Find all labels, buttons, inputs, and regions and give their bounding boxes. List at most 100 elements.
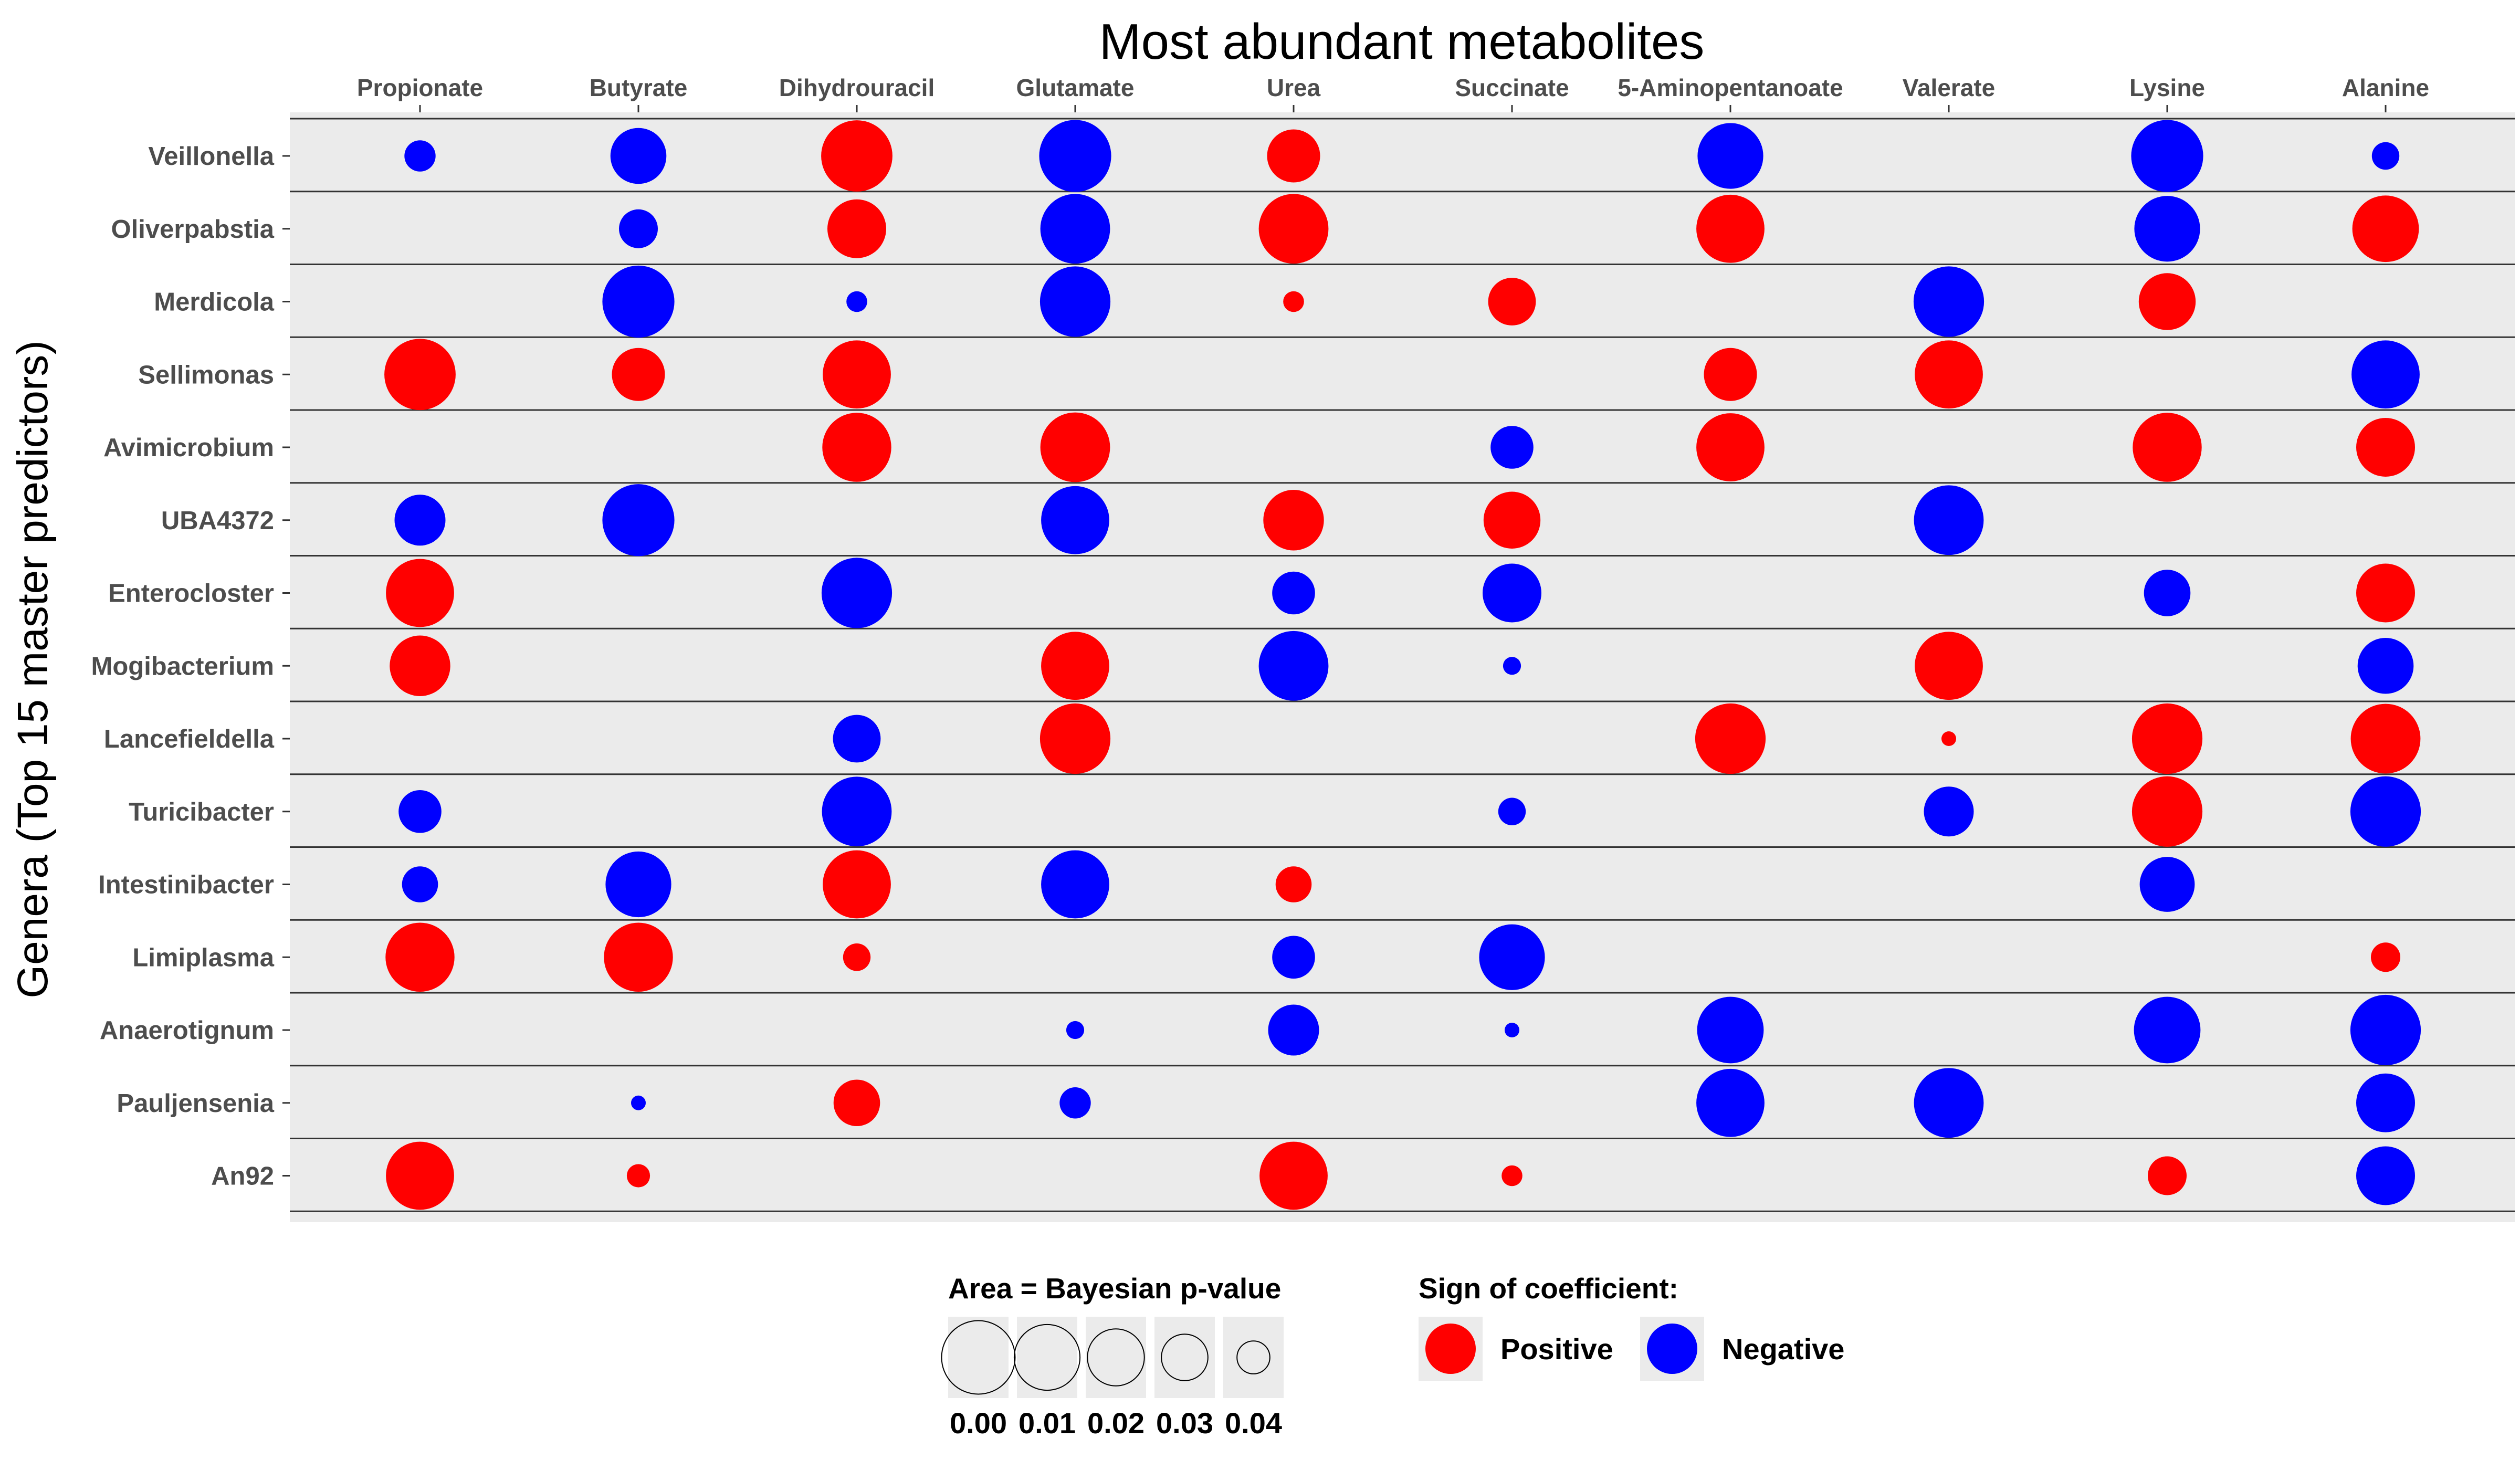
- row-label: Mogibacterium: [91, 652, 274, 680]
- bubble: [1697, 123, 1763, 189]
- bubble: [1066, 1021, 1085, 1040]
- bubble: [2356, 1073, 2415, 1132]
- y-axis-title: Genera (Top 15 master predictors): [9, 340, 57, 998]
- bubble: [833, 715, 881, 763]
- bubble: [610, 128, 667, 184]
- column-label: Urea: [1267, 74, 1321, 101]
- bubble: [398, 790, 442, 833]
- size-legend-label: 0.03: [1156, 1406, 1213, 1440]
- size-legend-key: [1154, 1317, 1215, 1398]
- size-legend-key: [1223, 1317, 1284, 1398]
- row-label: Lancefieldella: [104, 725, 275, 753]
- bubble: [612, 348, 665, 401]
- bubble: [2350, 994, 2421, 1066]
- bubble: [2357, 637, 2414, 694]
- column-label: 5-Aminopentanoate: [1618, 74, 1843, 101]
- bubble: [1258, 194, 1329, 264]
- bubble: [843, 943, 871, 971]
- size-legend-circle: [1013, 1324, 1081, 1391]
- bubble: [1040, 703, 1111, 774]
- bubble: [384, 339, 456, 411]
- color-legend-dot: [1647, 1324, 1697, 1374]
- bubble: [2134, 196, 2200, 262]
- bubble: [1483, 563, 1541, 623]
- bubble: [2371, 142, 2400, 170]
- bubble: [1914, 485, 1984, 555]
- bubble: [1479, 924, 1545, 990]
- size-legend-title: Area = Bayesian p-value: [948, 1272, 1281, 1305]
- row-label: UBA4372: [161, 507, 274, 535]
- bubble: [605, 851, 671, 918]
- bubble: [1041, 850, 1109, 919]
- bubble: [386, 559, 454, 627]
- bubble: [2139, 857, 2195, 912]
- size-legend-circle: [941, 1320, 1016, 1395]
- bubble: [1272, 936, 1315, 979]
- bubble: [1041, 486, 1109, 554]
- bubble: [823, 850, 891, 919]
- bubble: [1914, 1068, 1984, 1138]
- bubble: [1696, 1068, 1765, 1137]
- row-label: Veillonella: [148, 142, 274, 171]
- bubble: [390, 635, 450, 696]
- bubble: [833, 1079, 880, 1127]
- bubble: [821, 558, 892, 628]
- size-legend-label: 0.04: [1225, 1406, 1282, 1440]
- bubble: [1040, 266, 1111, 337]
- bubble: [602, 484, 675, 556]
- row-label: Oliverpabstia: [111, 215, 275, 244]
- color-legend-dot: [1425, 1324, 1476, 1374]
- bubble: [1483, 491, 1541, 549]
- bubble: [1041, 632, 1109, 700]
- row-label: Avimicrobium: [103, 434, 274, 462]
- bubble: [2131, 120, 2203, 192]
- bubble: [1505, 1023, 1519, 1037]
- bubble: [1039, 120, 1111, 192]
- row-label: Turicibacter: [129, 798, 274, 826]
- row-label: Pauljensenia: [117, 1089, 274, 1118]
- bubble: [2356, 1146, 2415, 1205]
- column-label: Butyrate: [590, 74, 688, 101]
- row-label: Merdicola: [154, 288, 274, 317]
- row-label: An92: [211, 1162, 274, 1191]
- bubble: [2144, 570, 2191, 616]
- row-bands: [290, 118, 2515, 1212]
- color-legend: Sign of coefficient: Positive Negative: [1419, 1272, 1844, 1381]
- bubble: [2352, 195, 2419, 262]
- bubble: [1040, 412, 1110, 482]
- bubble: [386, 1141, 454, 1210]
- bubble: [1913, 266, 1984, 337]
- bubble: [2134, 996, 2201, 1064]
- column-label: Glutamate: [1016, 74, 1135, 101]
- bubble: [1272, 571, 1315, 615]
- color-legend-label: Positive: [1500, 1332, 1613, 1366]
- row-label: Anaerotignum: [100, 1016, 274, 1045]
- bubble: [1498, 797, 1526, 825]
- chart-title: Most abundant metabolites: [1099, 14, 1705, 70]
- size-legend-circle: [1161, 1334, 1209, 1381]
- row-label: Sellimonas: [138, 361, 274, 389]
- bubble: [604, 922, 673, 992]
- bubble: [846, 291, 867, 312]
- bubble: [2356, 563, 2415, 623]
- bubble: [2356, 418, 2415, 477]
- column-label: Succinate: [1455, 74, 1569, 101]
- size-legend: Area = Bayesian p-value 0.00 0.01 0.02 0.03…: [941, 1272, 1284, 1440]
- bubble: [1258, 631, 1329, 701]
- bubble: [1488, 278, 1536, 326]
- row-labels: Veillonella Oliverpabstia Merdicola Sellimo…: [91, 142, 290, 1191]
- bubble: [1697, 996, 1764, 1064]
- bubble: [1915, 632, 1983, 700]
- bubble: [1263, 490, 1324, 551]
- bubble: [2351, 340, 2420, 409]
- bubble: [2350, 704, 2421, 774]
- column-label: Valerate: [1903, 74, 1995, 101]
- size-legend-label: 0.00: [950, 1406, 1007, 1440]
- bubble: [1490, 426, 1534, 469]
- bubble: [1695, 703, 1766, 774]
- bubble: [631, 1095, 646, 1110]
- size-legend-key: [1017, 1317, 1077, 1398]
- bubble: [394, 495, 446, 546]
- bubble: [827, 199, 886, 258]
- bubble: [1696, 413, 1765, 481]
